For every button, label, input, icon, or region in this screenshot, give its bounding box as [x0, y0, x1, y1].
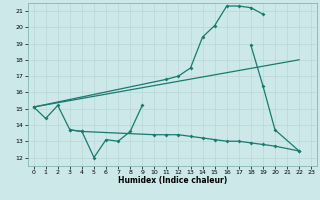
X-axis label: Humidex (Indice chaleur): Humidex (Indice chaleur)	[118, 176, 227, 185]
